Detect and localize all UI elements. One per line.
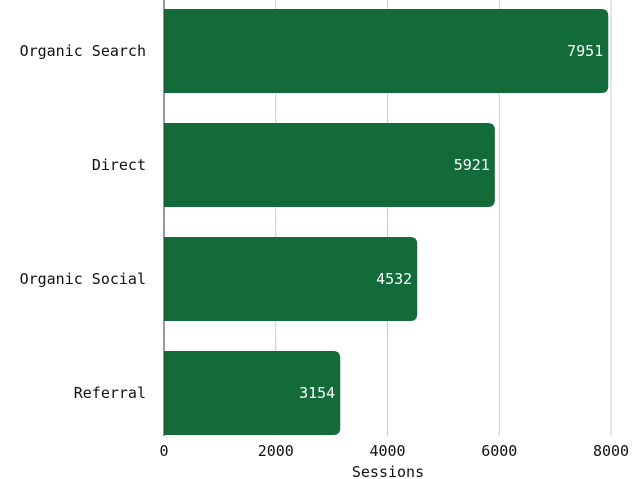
x-tick-label: 4000 — [369, 442, 405, 460]
data-label: 5921 — [454, 156, 490, 174]
x-tick-label: 0 — [159, 442, 168, 460]
x-axis-title: Sessions — [352, 463, 424, 479]
data-label: 7951 — [567, 42, 603, 60]
bar-organic-social — [164, 237, 418, 321]
y-axis: Organic Search Direct Organic Social Referr… — [20, 0, 165, 436]
data-label: 4532 — [376, 270, 412, 288]
bars: 7951 5921 4532 3154 — [164, 9, 609, 435]
category-label: Organic Search — [20, 42, 146, 60]
x-tick-label: 6000 — [481, 442, 517, 460]
data-label: 3154 — [299, 384, 335, 402]
bar-organic-search — [164, 9, 609, 93]
bar-referral — [164, 351, 341, 435]
bar-direct — [164, 123, 495, 207]
x-tick-label: 2000 — [258, 442, 294, 460]
x-tick-label: 8000 — [593, 442, 629, 460]
category-label: Organic Social — [20, 270, 146, 288]
x-axis: 0 2000 4000 6000 8000 — [159, 442, 629, 460]
category-label: Referral — [74, 384, 146, 402]
category-label: Direct — [92, 156, 146, 174]
